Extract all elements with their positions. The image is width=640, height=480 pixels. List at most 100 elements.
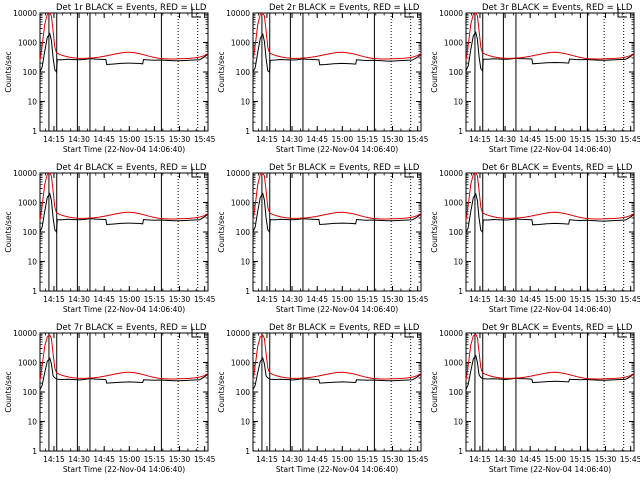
x-tick-label: 15:30 [382,455,404,464]
x-tick-label: 14:45 [519,135,541,144]
x-axis-label: Start Time (22-Nov-04 14:06:40) [489,465,611,474]
x-tick-label: 15:45 [620,455,640,464]
x-tick-label: 15:00 [544,135,566,144]
y-tick-label: 1000 [231,199,250,208]
x-tick-label: 15:30 [169,135,191,144]
x-axis-label: Start Time (22-Nov-04 14:06:40) [276,145,398,154]
y-tick-label: 1 [458,287,463,296]
x-tick-label: 14:45 [93,295,115,304]
y-tick-label: 10 [27,418,37,427]
y-tick-label: 1000 [444,199,463,208]
panel-title: Det 9r BLACK = Events, RED = LLD [482,323,633,333]
x-tick-label: 14:15 [469,135,491,144]
x-tick-label: 15:00 [544,455,566,464]
x-tick-label: 15:30 [595,295,617,304]
x-tick-label: 15:15 [357,135,379,144]
x-tick-label: 15:00 [544,295,566,304]
y-tick-label: 100 [449,388,464,397]
y-tick-label: 1000 [18,39,37,48]
panel-title: Det 2r BLACK = Events, RED = LLD [269,3,420,13]
lld-series-line [39,172,209,221]
x-tick-label: 15:30 [595,135,617,144]
panel-title: Det 6r BLACK = Events, RED = LLD [482,163,633,173]
y-axis-label: Counts/sec [430,211,439,252]
y-tick-label: 10000 [439,9,463,18]
lld-series-line [465,333,635,381]
x-tick-label: 14:30 [281,135,303,144]
x-tick-label: 14:45 [519,295,541,304]
x-axis-label: Start Time (22-Nov-04 14:06:40) [63,465,185,474]
x-tick-label: 15:15 [570,135,592,144]
x-tick-label: 15:45 [620,135,640,144]
x-tick-label: 14:45 [519,455,541,464]
x-tick-label: 15:15 [144,135,166,144]
x-tick-label: 14:45 [93,455,115,464]
x-tick-label: 15:30 [382,295,404,304]
y-tick-label: 100 [236,388,251,397]
x-tick-label: 15:45 [194,295,216,304]
x-tick-label: 14:30 [68,295,90,304]
y-tick-label: 100 [23,68,38,77]
lld-series-line [252,334,422,381]
x-tick-label: 15:15 [144,455,166,464]
x-tick-label: 15:30 [169,295,191,304]
y-tick-label: 1 [32,287,37,296]
y-tick-label: 1 [245,127,250,136]
plot-frame [39,332,209,452]
x-tick-label: 15:45 [407,135,429,144]
y-tick-label: 10000 [13,169,37,178]
y-tick-label: 10000 [13,9,37,18]
x-tick-label: 14:15 [43,295,65,304]
x-axis-label: Start Time (22-Nov-04 14:06:40) [63,305,185,314]
panel-title: Det 5r BLACK = Events, RED = LLD [269,163,420,173]
y-axis-label: Counts/sec [217,51,226,92]
x-tick-label: 15:45 [407,295,429,304]
x-tick-label: 15:00 [118,455,140,464]
y-axis-label: Counts/sec [4,371,13,412]
x-tick-label: 15:15 [357,295,379,304]
y-tick-label: 10 [240,418,250,427]
x-tick-label: 14:45 [306,455,328,464]
lld-series-line [39,12,209,61]
x-tick-label: 14:30 [281,455,303,464]
lld-series-line [39,334,209,381]
x-axis-label: Start Time (22-Nov-04 14:06:40) [489,305,611,314]
y-tick-label: 1 [32,127,37,136]
events-series-line [465,31,635,73]
x-tick-label: 14:30 [68,455,90,464]
y-tick-label: 1000 [444,359,463,368]
y-tick-label: 10 [453,418,463,427]
y-tick-label: 1 [458,127,463,136]
x-tick-label: 14:15 [469,295,491,304]
y-tick-label: 100 [23,388,38,397]
y-tick-label: 1000 [444,39,463,48]
x-tick-label: 15:45 [620,295,640,304]
x-tick-label: 15:45 [407,455,429,464]
x-tick-label: 15:00 [118,295,140,304]
plot-frame [252,12,422,132]
plot-frame [465,12,635,132]
y-tick-label: 1 [32,447,37,456]
x-tick-label: 14:15 [256,295,278,304]
y-tick-label: 10 [240,258,250,267]
x-tick-label: 15:45 [194,135,216,144]
y-tick-label: 10000 [439,329,463,338]
x-axis-label: Start Time (22-Nov-04 14:06:40) [276,305,398,314]
x-axis-label: Start Time (22-Nov-04 14:06:40) [276,465,398,474]
events-series-line [465,192,635,234]
plot-frame [39,172,209,292]
plot-frame [465,332,635,452]
events-series-line [39,192,209,234]
x-tick-label: 14:30 [494,455,516,464]
x-tick-label: 15:30 [169,455,191,464]
panel-title: Det 1r BLACK = Events, RED = LLD [56,3,207,13]
x-tick-label: 15:00 [331,135,353,144]
x-axis-label: Start Time (22-Nov-04 14:06:40) [63,145,185,154]
y-axis-label: Counts/sec [217,211,226,252]
x-tick-label: 15:15 [144,295,166,304]
lld-series-line [465,12,635,61]
y-tick-label: 10000 [226,169,250,178]
events-series-line [39,32,209,74]
y-tick-label: 1 [245,447,250,456]
